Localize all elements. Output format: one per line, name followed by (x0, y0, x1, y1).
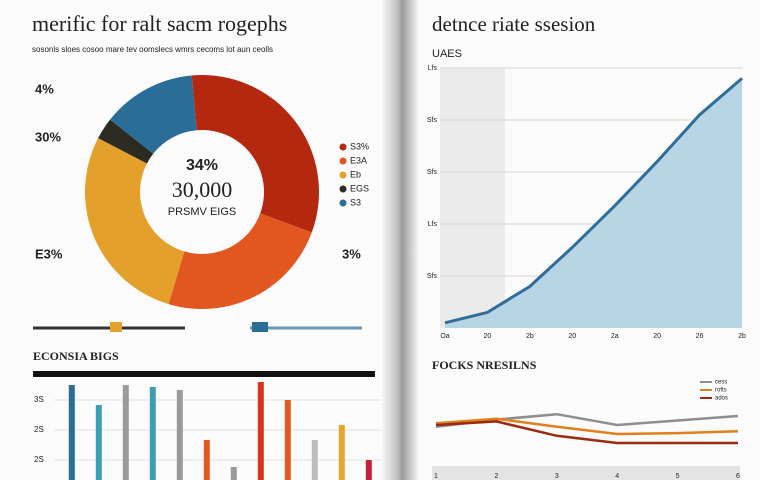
x-tick-label: 2b (738, 333, 746, 340)
line (444, 77, 743, 325)
legend-label: S3 (350, 197, 361, 207)
x-tick-label: 2 (494, 473, 498, 480)
legend-dot (339, 199, 347, 207)
x-tick-label: 6 (736, 473, 740, 480)
donut-segment (110, 75, 197, 154)
chart-title: detnce riate ssesion (432, 12, 596, 36)
annotation: 30% (35, 129, 61, 144)
bar (230, 467, 237, 480)
y-tick-label: Lfs (428, 65, 438, 72)
x-tick-label: 1 (434, 473, 438, 480)
bar (311, 440, 318, 480)
y-tick-label: Sfs (427, 273, 438, 280)
y-tick-label: Lfs (428, 221, 438, 228)
bar (95, 405, 102, 480)
y-tick-label: 3S (34, 395, 44, 404)
sliders (33, 322, 740, 480)
x-tick-label: 3 (555, 473, 559, 480)
legend-label: S3% (350, 141, 369, 151)
donut-segment (168, 213, 312, 309)
line (435, 417, 739, 436)
bar (338, 425, 345, 480)
bar (257, 382, 264, 480)
area (445, 78, 742, 329)
bar (284, 400, 291, 480)
annotation: 3% (342, 246, 361, 261)
gutter (380, 0, 420, 480)
legend-label: rofts (715, 388, 727, 394)
bar (365, 460, 372, 480)
y-tick-label: Sfs (427, 117, 438, 124)
center-label: 30,000 (172, 177, 233, 202)
legend-dot (339, 157, 347, 165)
x-tick-label: Oa (440, 333, 449, 340)
x-tick-label: 2b (526, 333, 534, 340)
legend-dot (339, 171, 347, 179)
x-tick-label: 5 (676, 473, 680, 480)
chart-title: ECONSIA BIGS (33, 349, 119, 363)
annotation: 4% (35, 81, 54, 96)
bar (176, 390, 183, 480)
legend-label: ados (715, 396, 728, 402)
y-axis-label: UAES (432, 48, 462, 60)
y-tick-label: 2S (34, 455, 44, 464)
shade-band (440, 68, 505, 328)
x-tick-label: 4 (615, 473, 619, 480)
legend-label: EGS (350, 183, 369, 193)
legend-label: cess (715, 380, 727, 386)
x-tick-label: 2a (611, 333, 619, 340)
x-tick-label: 20 (568, 333, 576, 340)
subtitle: sosonls sloes cosoo mare tev oomslecs wm… (32, 45, 273, 54)
donut-segment (191, 75, 320, 233)
annotation: E3% (35, 246, 63, 261)
legend-dot (339, 143, 347, 151)
bar (68, 385, 75, 480)
line (435, 420, 738, 445)
bar (149, 387, 156, 480)
donut-segment (84, 138, 185, 305)
legend-dot (339, 185, 347, 193)
donut-segment (98, 119, 154, 164)
bar (122, 385, 129, 480)
bar (203, 440, 210, 480)
chart-title: FOCKS NRESILNS (432, 358, 537, 372)
y-tick-label: 2S (34, 425, 44, 434)
x-tick-label: 20 (484, 333, 492, 340)
legend-label: E3A (350, 155, 367, 165)
y-tick-label: Sfs (427, 169, 438, 176)
center-sublabel: PRSMV EIGS (168, 206, 236, 218)
x-tick-label: 26 (696, 333, 704, 340)
center-top: 34% (186, 157, 218, 174)
x-tick-label: 20 (653, 333, 661, 340)
legend-label: Eb (350, 169, 361, 179)
chart-title: merific for ralt sacm rogephs (32, 11, 287, 36)
